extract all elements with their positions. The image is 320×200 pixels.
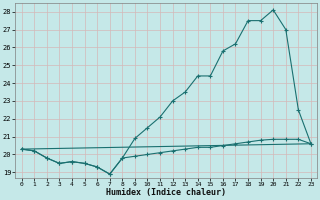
X-axis label: Humidex (Indice chaleur): Humidex (Indice chaleur): [106, 188, 226, 197]
